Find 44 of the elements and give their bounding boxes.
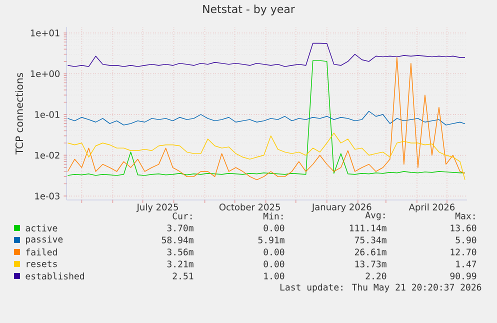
y-tick-label: 1e+00 bbox=[30, 70, 60, 78]
text: 0.00 bbox=[264, 248, 284, 256]
text: 3.56m bbox=[167, 248, 194, 256]
legend-label: resets bbox=[26, 260, 57, 268]
text: 3.70m bbox=[167, 224, 194, 232]
y-tick-label: 1e+01 bbox=[30, 30, 60, 36]
text: Min: bbox=[264, 212, 283, 220]
text: Last update: Thu May 21 20:20:37 2026 bbox=[280, 284, 482, 292]
y-tick-label: 1e-01 bbox=[35, 111, 60, 118]
text: 12.70 bbox=[450, 248, 476, 256]
y-tick-label: 1e-02 bbox=[35, 152, 60, 159]
x-tick-label: January 2026 bbox=[311, 204, 372, 212]
text: 58.94m bbox=[162, 236, 194, 244]
text: 1.00 bbox=[264, 272, 284, 280]
legend-label: established bbox=[26, 272, 84, 280]
text: Avg: bbox=[365, 212, 385, 220]
text: Cur: bbox=[172, 212, 192, 220]
x-tick-label: April 2026 bbox=[408, 204, 455, 212]
line-series bbox=[67, 132, 466, 180]
text: 2.51 bbox=[172, 272, 194, 280]
legend-label: failed bbox=[26, 248, 57, 256]
text: 0.00 bbox=[264, 224, 284, 232]
text: 26.61m bbox=[354, 248, 386, 256]
text: 1.47 bbox=[456, 260, 476, 268]
text: 2.20 bbox=[366, 272, 386, 280]
line-series bbox=[67, 110, 466, 126]
text: 0.00 bbox=[264, 260, 284, 268]
line-series bbox=[67, 42, 466, 67]
text: 13.73m bbox=[355, 260, 386, 268]
text: 75.34m bbox=[354, 236, 386, 244]
text: 5.91m bbox=[258, 236, 284, 244]
text: Max: bbox=[456, 212, 475, 220]
y-axis-title: TCP connections bbox=[15, 72, 24, 155]
text: 13.60 bbox=[450, 224, 476, 232]
x-tick-label: October 2025 bbox=[219, 204, 280, 210]
legend-label: passive bbox=[26, 236, 63, 244]
text: 5.90 bbox=[456, 236, 476, 244]
y-tick-label: 1e-03 bbox=[35, 192, 60, 200]
x-tick-label: July 2025 bbox=[136, 204, 178, 212]
text: 111.14m bbox=[350, 224, 386, 232]
text: 3.21m bbox=[167, 260, 194, 268]
text: 90.99 bbox=[450, 272, 476, 280]
legend-label: active bbox=[26, 224, 58, 232]
chart-title: Netstat - by year bbox=[203, 4, 295, 16]
